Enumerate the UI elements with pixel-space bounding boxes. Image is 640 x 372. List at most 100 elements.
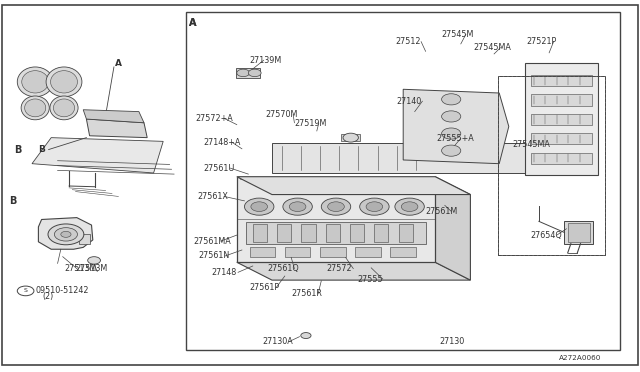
- Polygon shape: [83, 110, 144, 123]
- Bar: [250, 247, 275, 257]
- Text: 27561X: 27561X: [197, 192, 228, 201]
- Ellipse shape: [50, 96, 78, 120]
- Text: 27513M: 27513M: [76, 264, 108, 273]
- Circle shape: [442, 94, 461, 105]
- Circle shape: [360, 198, 389, 215]
- Text: 27545M: 27545M: [442, 30, 474, 39]
- Text: 27513M: 27513M: [64, 264, 96, 273]
- Bar: [531, 114, 592, 125]
- Bar: [568, 223, 590, 242]
- Ellipse shape: [22, 71, 49, 93]
- Circle shape: [301, 333, 311, 339]
- Bar: [399, 224, 413, 242]
- Bar: [498, 76, 605, 255]
- Circle shape: [442, 145, 461, 156]
- Text: 27545MA: 27545MA: [474, 43, 511, 52]
- Text: A: A: [115, 60, 122, 68]
- Bar: [531, 153, 592, 164]
- Polygon shape: [86, 119, 147, 138]
- Text: S: S: [24, 288, 28, 294]
- Bar: [531, 94, 592, 106]
- Circle shape: [321, 198, 351, 215]
- Bar: [272, 143, 534, 173]
- Bar: [374, 224, 388, 242]
- Text: 27148: 27148: [211, 268, 236, 277]
- Bar: [531, 75, 592, 86]
- Bar: [341, 134, 360, 141]
- Bar: [350, 224, 364, 242]
- Circle shape: [289, 202, 306, 211]
- Text: 27521P: 27521P: [526, 37, 556, 46]
- Polygon shape: [237, 262, 470, 280]
- Circle shape: [61, 231, 71, 237]
- Text: 27570M: 27570M: [266, 110, 298, 119]
- Polygon shape: [403, 89, 509, 164]
- Text: 27561MA: 27561MA: [193, 237, 231, 246]
- Text: 27139M: 27139M: [250, 56, 282, 65]
- Text: 27561M: 27561M: [426, 207, 458, 216]
- Bar: [531, 133, 592, 144]
- Bar: [236, 68, 260, 78]
- Text: 27561P: 27561P: [250, 283, 280, 292]
- Text: 27512: 27512: [396, 37, 421, 46]
- Ellipse shape: [25, 99, 46, 117]
- Text: 27130: 27130: [439, 337, 464, 346]
- Text: B: B: [14, 145, 22, 154]
- Polygon shape: [435, 177, 470, 280]
- Circle shape: [343, 133, 358, 142]
- Bar: [253, 224, 267, 242]
- Text: A: A: [189, 18, 196, 28]
- Text: 27130A: 27130A: [262, 337, 293, 346]
- Circle shape: [395, 198, 424, 215]
- Text: A: A: [189, 18, 196, 28]
- Polygon shape: [10, 30, 173, 173]
- Polygon shape: [32, 138, 163, 173]
- Ellipse shape: [54, 99, 74, 117]
- Circle shape: [401, 202, 418, 211]
- Bar: [564, 221, 593, 244]
- Circle shape: [366, 202, 383, 211]
- Bar: [246, 222, 426, 244]
- Text: 27148+A: 27148+A: [204, 138, 241, 147]
- Text: 27561Q: 27561Q: [268, 264, 300, 273]
- Text: 27519M: 27519M: [294, 119, 327, 128]
- Text: 27561U: 27561U: [204, 164, 235, 173]
- Text: 27555: 27555: [357, 275, 383, 283]
- Bar: [285, 247, 310, 257]
- Text: 27572: 27572: [326, 264, 352, 273]
- Bar: [79, 234, 90, 244]
- Text: 09510-51242: 09510-51242: [36, 286, 90, 295]
- Circle shape: [48, 224, 84, 245]
- Circle shape: [251, 202, 268, 211]
- Text: 27572+A: 27572+A: [195, 114, 233, 123]
- Polygon shape: [237, 177, 470, 195]
- Ellipse shape: [21, 96, 49, 120]
- Text: (2): (2): [42, 292, 54, 301]
- Circle shape: [328, 202, 344, 211]
- Bar: [498, 76, 605, 255]
- Ellipse shape: [17, 67, 53, 97]
- Circle shape: [54, 228, 77, 241]
- Bar: [277, 224, 291, 242]
- Polygon shape: [38, 218, 93, 249]
- Circle shape: [442, 111, 461, 122]
- Circle shape: [237, 69, 250, 77]
- Circle shape: [244, 198, 274, 215]
- Circle shape: [442, 128, 461, 139]
- Ellipse shape: [46, 67, 82, 97]
- Text: B: B: [9, 196, 17, 206]
- Text: B: B: [38, 145, 45, 154]
- Text: A272A0060: A272A0060: [559, 355, 602, 361]
- Bar: [320, 247, 346, 257]
- Bar: [355, 247, 381, 257]
- Bar: [326, 224, 340, 242]
- Text: 27561R: 27561R: [291, 289, 322, 298]
- Text: 27545MA: 27545MA: [512, 140, 550, 149]
- Bar: [237, 177, 435, 262]
- Text: 27654Q: 27654Q: [530, 231, 562, 240]
- Bar: [301, 224, 316, 242]
- Text: 27561N: 27561N: [198, 251, 230, 260]
- Bar: [525, 63, 598, 175]
- Bar: [186, 12, 620, 350]
- Circle shape: [17, 286, 34, 296]
